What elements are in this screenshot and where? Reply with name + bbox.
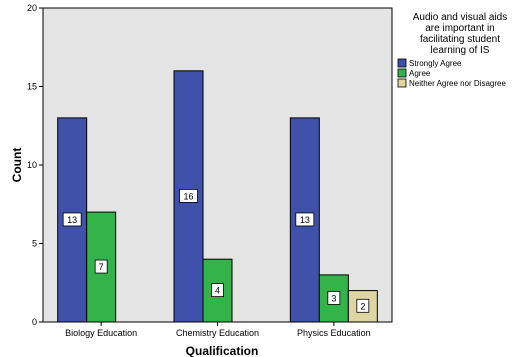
x-tick-label: Biology Education (65, 328, 137, 338)
y-tick-label: 20 (27, 3, 37, 13)
data-label-box (327, 291, 341, 305)
legend: Audio and visual aids are important in f… (397, 12, 508, 88)
x-axis-title: Qualification (186, 344, 259, 357)
data-label-box (62, 212, 82, 227)
y-axis-title: Count (10, 148, 24, 183)
legend-title-line-2: are important in (425, 23, 494, 34)
y-tick-label: 10 (27, 160, 37, 170)
x-tick-label: Physics Education (297, 328, 371, 338)
legend-item: Neither Agree nor Disagree (409, 79, 506, 88)
data-label-box (295, 212, 315, 227)
y-tick-label: 15 (27, 82, 37, 92)
y-tick-label: 0 (32, 317, 37, 327)
legend-swatch (397, 78, 407, 88)
data-label: 16 (183, 191, 193, 201)
legend-item: Agree (409, 69, 431, 78)
data-label: 13 (300, 215, 310, 225)
data-label-box (94, 259, 108, 274)
data-label-box (356, 298, 370, 313)
legend-swatch (397, 58, 407, 68)
legend-title-line-3: facilitating student (420, 34, 500, 45)
y-axis: 0 5 10 15 20 (27, 3, 43, 327)
legend-item: Strongly Agree (409, 59, 462, 68)
data-label: 13 (67, 215, 77, 225)
data-label-box (211, 283, 224, 298)
legend-title-line-4: learning of IS (431, 45, 490, 56)
legend-swatch (397, 68, 407, 78)
data-label: 7 (99, 262, 104, 272)
data-label: 2 (360, 301, 365, 311)
data-label-box (179, 188, 198, 203)
y-tick-label: 5 (32, 239, 37, 249)
data-labels: 13 7 16 4 13 3 2 (62, 188, 370, 313)
x-tick-label: Chemistry Education (176, 328, 259, 338)
x-axis: Biology Education Chemistry Education Phys… (65, 322, 371, 338)
data-label: 3 (331, 293, 336, 303)
data-label: 4 (215, 286, 220, 296)
legend-title-line-1: Audio and visual aids (413, 12, 508, 23)
